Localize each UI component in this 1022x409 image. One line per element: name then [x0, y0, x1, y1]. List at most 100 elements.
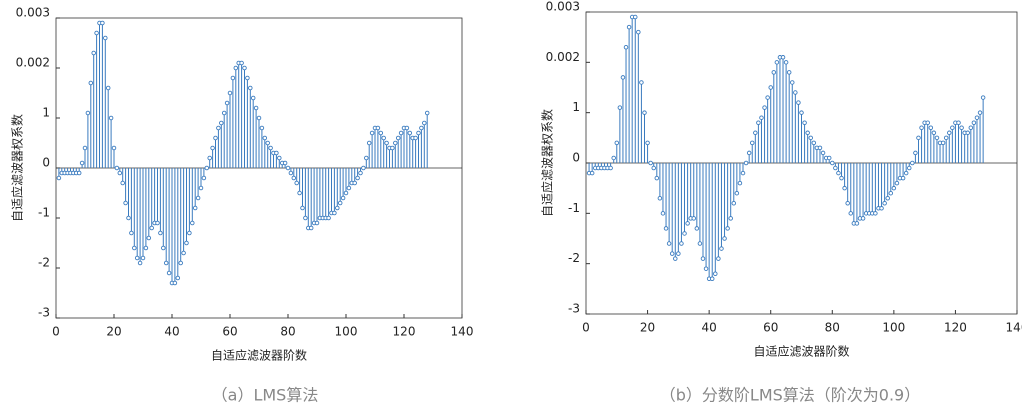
stem-marker: [737, 180, 743, 186]
stem-marker: [146, 235, 152, 241]
stem-marker: [740, 170, 746, 176]
stem-marker: [666, 241, 672, 246]
stem-marker: [158, 230, 163, 236]
x-tick-label: 0: [52, 325, 60, 339]
stem-marker: [860, 216, 866, 221]
stem-marker: [123, 200, 128, 206]
stem-marker: [700, 256, 706, 261]
stem-marker: [242, 65, 247, 71]
x-tick-label: 40: [702, 321, 717, 335]
stem-marker: [207, 155, 212, 161]
stem-marker: [175, 275, 181, 281]
stem-marker: [178, 260, 183, 266]
x-tick-label: 120: [393, 325, 416, 339]
stem-marker: [830, 160, 835, 166]
stem-marker: [76, 170, 82, 176]
x-axis-label: 自适应滤波器阶数: [211, 348, 307, 363]
stem-marker: [91, 50, 96, 56]
stem-marker: [676, 251, 681, 256]
stem-marker: [274, 150, 279, 156]
stem-marker: [654, 175, 660, 181]
stem-marker: [166, 270, 172, 276]
stem-marker: [694, 226, 700, 231]
stem-marker: [774, 60, 780, 65]
stem-marker: [187, 230, 192, 236]
stem-marker: [873, 211, 878, 216]
stem-marker: [916, 135, 921, 141]
x-tick-label: 0: [582, 321, 590, 335]
stem-marker: [802, 120, 807, 125]
stem-marker: [134, 255, 140, 261]
stem-marker: [422, 120, 427, 126]
stem-marker: [925, 120, 930, 125]
x-tick-label: 100: [335, 325, 358, 339]
stem-marker: [262, 135, 268, 141]
stem-marker: [854, 221, 860, 226]
stem-marker: [94, 30, 99, 36]
stem-marker: [259, 125, 265, 131]
stem-marker: [894, 180, 900, 186]
stem-marker: [879, 206, 884, 211]
stem-marker: [709, 276, 715, 282]
stem-marker: [811, 140, 817, 146]
stem-marker: [366, 140, 372, 146]
stem-marker: [928, 125, 934, 131]
stem-marker: [201, 175, 207, 181]
stem-marker: [184, 240, 189, 246]
stem-marker: [108, 115, 114, 121]
stem-marker: [642, 110, 647, 115]
stem-marker: [679, 241, 684, 246]
stem-marker: [308, 225, 314, 231]
x-tick-label: 60: [763, 321, 778, 335]
stem-marker: [239, 60, 244, 66]
stem-marker: [224, 100, 230, 106]
stem-marker: [137, 260, 143, 266]
stem-marker: [780, 55, 786, 60]
stem-marker: [378, 130, 384, 136]
stem-marker: [842, 185, 847, 191]
stem-marker: [673, 256, 678, 261]
stem-marker: [190, 220, 195, 226]
stem-marker: [195, 195, 201, 201]
stem-marker: [768, 85, 773, 90]
stem-marker: [731, 201, 737, 206]
stem-marker: [265, 140, 270, 146]
y-tick-label: 0: [572, 151, 580, 165]
stem-marker: [314, 220, 320, 226]
y-tick-label: -2: [38, 256, 50, 270]
stem-marker: [132, 245, 137, 251]
stem-marker: [250, 95, 256, 101]
stem-marker: [198, 185, 204, 191]
stem-marker: [346, 185, 352, 191]
stem-marker: [233, 65, 239, 71]
stem-marker: [903, 170, 909, 176]
x-tick-label: 140: [451, 325, 474, 339]
stem-marker: [959, 125, 964, 131]
stem-marker: [88, 80, 94, 86]
stem-marker: [419, 125, 424, 131]
stem-marker: [395, 135, 401, 141]
stem-marker: [950, 125, 955, 131]
stem-marker: [977, 110, 983, 115]
stem-marker: [219, 120, 224, 126]
stem-marker: [416, 130, 421, 136]
stem-marker: [934, 135, 940, 141]
stem-marker: [639, 80, 644, 85]
stem-marker: [149, 225, 154, 231]
x-tick-label: 20: [640, 321, 655, 335]
stem-marker: [885, 195, 890, 201]
stem-marker: [808, 135, 813, 141]
stem-marker: [384, 140, 389, 146]
y-tick-label: 0: [42, 156, 50, 170]
stem-marker: [783, 60, 789, 65]
stem-marker: [172, 280, 178, 286]
stem-marker: [111, 145, 117, 151]
stem-marker: [713, 271, 718, 276]
stem-marker: [820, 150, 826, 156]
stem-marker: [836, 170, 841, 176]
stem-marker: [636, 29, 641, 35]
stem-marker: [337, 200, 343, 206]
stem-marker: [343, 190, 349, 196]
stem-marker: [697, 241, 703, 246]
stem-marker: [796, 100, 801, 105]
